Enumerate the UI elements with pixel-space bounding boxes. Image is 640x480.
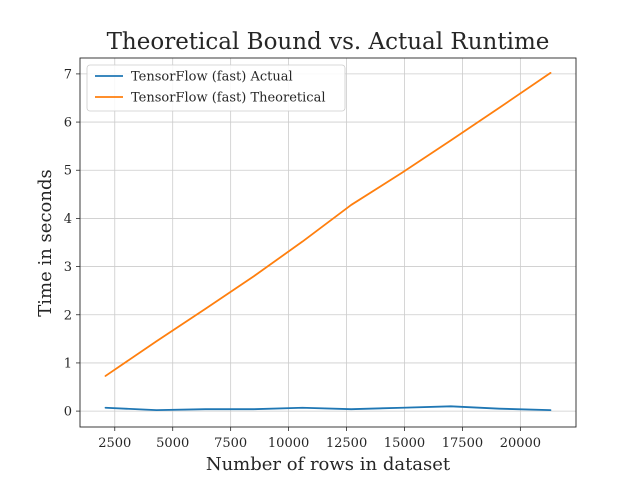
y-axis-ticks: 0 1 2 3 4 5 6 7 (64, 67, 80, 420)
series-line-actual (104, 405, 552, 412)
x-tick-label: 5000 (156, 436, 189, 451)
legend: TensorFlow (fast) Actual TensorFlow (fas… (86, 64, 346, 112)
x-tick-label: 2500 (98, 436, 131, 451)
y-tick-label: 2 (64, 308, 72, 323)
y-tick-label: 1 (64, 356, 72, 371)
legend-label-theoretical: TensorFlow (fast) Theoretical (131, 91, 325, 106)
series-line-theoretical (104, 72, 552, 377)
grid-lines (80, 58, 576, 427)
y-tick-label: 5 (64, 164, 72, 179)
x-tick-label: 20000 (500, 436, 541, 451)
x-tick-label: 17500 (442, 436, 483, 451)
y-tick-label: 3 (64, 260, 72, 275)
y-tick-label: 6 (64, 116, 72, 131)
x-tick-label: 10000 (268, 436, 309, 451)
y-tick-label: 0 (64, 405, 72, 420)
plot-frame (79, 57, 577, 428)
y-tick-label: 7 (64, 67, 72, 82)
legend-box (86, 64, 346, 112)
x-axis-label: Number of rows in dataset (206, 454, 451, 475)
x-tick-label: 12500 (326, 436, 367, 451)
y-tick-label: 4 (64, 212, 72, 227)
x-tick-label: 15000 (384, 436, 425, 451)
series-lines (104, 72, 552, 412)
legend-label-actual: TensorFlow (fast) Actual (131, 70, 293, 85)
chart-title: Theoretical Bound vs. Actual Runtime (107, 29, 550, 55)
y-axis-label: Time in seconds (35, 169, 56, 316)
x-tick-label: 7500 (214, 436, 247, 451)
x-axis-ticks: 2500 5000 7500 10000 12500 15000 17500 20000 (98, 427, 541, 451)
